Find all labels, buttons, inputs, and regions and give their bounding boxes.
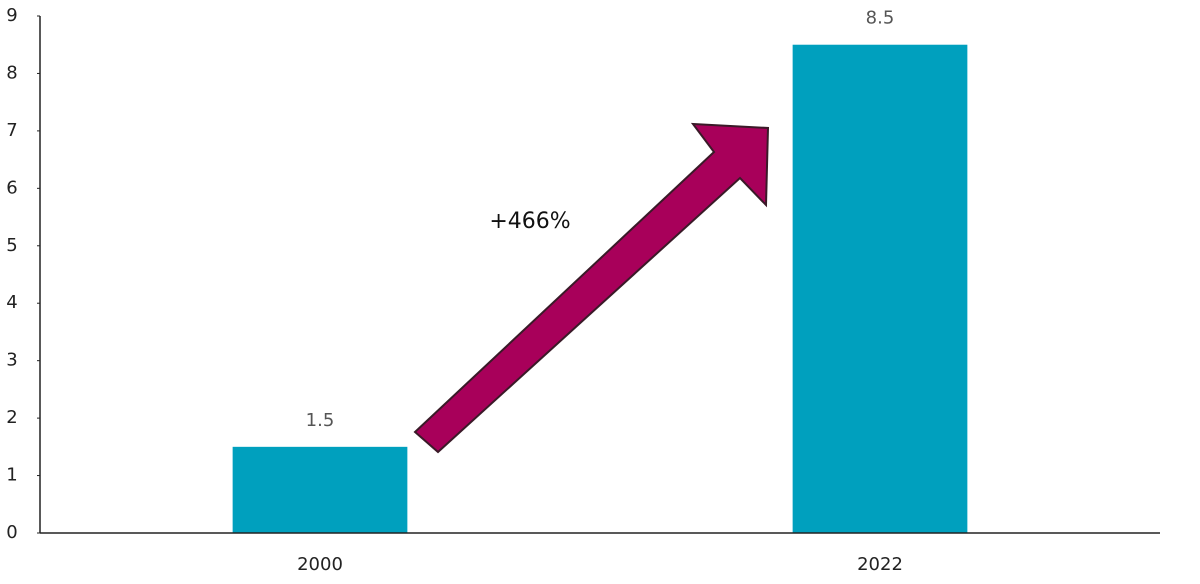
value-label: 1.5 [306,410,335,431]
y-tick-label: 1 [6,465,17,486]
y-tick-label: 3 [6,350,17,371]
annotation: +466% [489,209,570,234]
bar [792,44,968,533]
x-tick-label: 2022 [857,554,903,575]
y-tick-label: 5 [6,235,17,256]
y-tick-label: 4 [6,292,17,313]
y-tick-label: 6 [6,177,17,198]
y-tick-label: 9 [6,5,17,26]
y-tick-label: 7 [6,120,17,141]
y-tick-label: 8 [6,62,17,83]
x-tick-label: 2000 [297,554,343,575]
y-tick-label: 2 [6,407,17,428]
y-tick-label: 0 [6,522,17,543]
value-label: 8.5 [866,8,895,29]
growth-arrow [413,122,770,454]
bar [232,446,408,533]
